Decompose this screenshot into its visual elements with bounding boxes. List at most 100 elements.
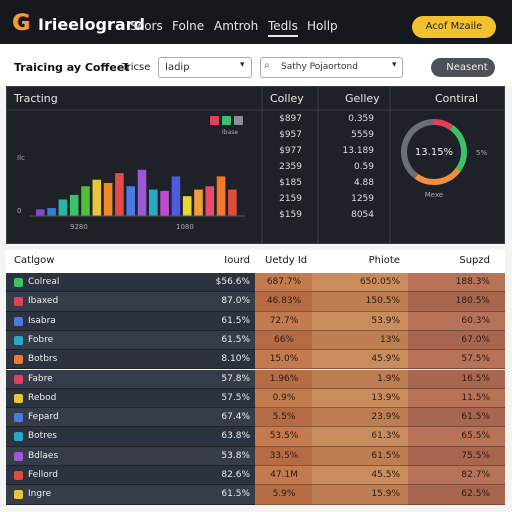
- table-cell: 53.8%: [221, 450, 250, 461]
- table-header-cell: Uetdy Id: [265, 255, 308, 266]
- table-cell-bg: [255, 350, 312, 370]
- table-cell: 53.9%: [371, 315, 400, 326]
- table-cell: 82.6%: [221, 470, 250, 480]
- table-cell: 150.5%: [365, 296, 400, 307]
- table-cell-bg: [312, 446, 408, 466]
- table-cell: 46.83%: [266, 296, 302, 307]
- table-cell-bg: [312, 466, 408, 486]
- table-cell: 1.9%: [377, 373, 400, 384]
- row-icon: [14, 393, 23, 403]
- row-icon: [14, 490, 23, 500]
- dropdown-caret: ▾: [240, 60, 245, 70]
- table-cell: 61.5%: [461, 412, 490, 423]
- table-cell-bg: [408, 427, 505, 447]
- row-icon: [14, 374, 23, 384]
- row-name: Fepard: [28, 412, 59, 423]
- row-name: Ibaxed: [28, 296, 59, 307]
- table-cell: 1.96%: [269, 373, 299, 384]
- filter-label: Tricse: [122, 62, 151, 73]
- row-icon: [14, 355, 23, 365]
- table-cell-bg: [255, 446, 312, 466]
- table-cell: 72.7%: [269, 315, 299, 326]
- row-icon: [14, 316, 23, 326]
- table-cell: 82.7%: [461, 470, 490, 480]
- row-icon: [14, 471, 23, 480]
- table-cell: 13%: [379, 334, 400, 345]
- table-cell: 8.10%: [221, 354, 250, 365]
- table-cell: 87.0%: [221, 296, 250, 307]
- table-cell: 61.5%: [221, 489, 250, 500]
- table-cell-bg: [255, 330, 312, 351]
- table-cell: 65.5%: [461, 431, 490, 442]
- table-cell-bg: [408, 350, 505, 370]
- nav-item[interactable]: Scors: [130, 19, 163, 33]
- row-name: Bdlaes: [28, 450, 59, 461]
- table-cell: 61.5%: [221, 315, 250, 326]
- table-cell: 0.9%: [272, 392, 296, 403]
- search-icon: ⌕: [264, 60, 270, 71]
- table-row: [6, 466, 255, 486]
- table-cell-bg: [312, 408, 408, 428]
- table-cell-bg: [312, 388, 408, 409]
- table-row: [6, 273, 255, 293]
- table-cell: 45.5%: [371, 470, 400, 480]
- table-cell: 45.9%: [371, 354, 400, 365]
- table-cell-bg: [255, 466, 312, 486]
- nav-item[interactable]: Folne: [172, 19, 205, 33]
- table-cell: 5.9%: [272, 489, 296, 500]
- table-row: [6, 427, 255, 447]
- table-cell: 75.5%: [461, 450, 490, 461]
- nav-item[interactable]: Hollp: [307, 19, 338, 33]
- table-row: [6, 350, 255, 370]
- table-cell: 16.5%: [461, 373, 490, 384]
- nav-item[interactable]: Amtroh: [214, 19, 259, 33]
- table-cell: 67.0%: [461, 334, 490, 345]
- table-cell-bg: [312, 330, 408, 351]
- table-cell: 23.9%: [371, 412, 400, 423]
- dropdown[interactable]: Iadip: [158, 57, 252, 78]
- table-cell-bg: [408, 388, 505, 409]
- table-cell: 188.3%: [455, 277, 490, 287]
- table-cell-bg: [255, 369, 312, 389]
- row-icon: [14, 413, 23, 423]
- toolbar-button[interactable]: Neasent: [431, 58, 495, 77]
- row-icon: [14, 297, 23, 307]
- row-icon: [14, 278, 23, 287]
- table-header: [6, 250, 505, 273]
- table-cell: 687.7%: [266, 277, 302, 287]
- table-cell-bg: [255, 273, 312, 293]
- table-header-cell: Catlgow: [14, 255, 55, 266]
- header-button[interactable]: Acof Mzaile: [412, 16, 496, 38]
- table-cell: 11.5%: [461, 392, 490, 403]
- row-icon: [14, 432, 23, 442]
- search-box[interactable]: Sathy Pojaortond: [260, 57, 403, 78]
- app-title: Irieelogrard: [38, 15, 145, 34]
- table-cell-bg: [312, 350, 408, 370]
- search-caret: ▾: [392, 60, 397, 70]
- row-name: Fellord: [28, 470, 58, 480]
- table-cell-bg: [408, 311, 505, 331]
- nav-item[interactable]: Tedls: [268, 19, 298, 37]
- table-cell: $56.6%: [215, 277, 250, 287]
- row-icon: [14, 335, 23, 345]
- table-header-cell: Phiote: [368, 255, 400, 266]
- table-row: [6, 485, 255, 505]
- table-cell-bg: [255, 292, 312, 312]
- table-cell: 57.5%: [461, 354, 490, 365]
- toolbar-label: Traicing ay Coffeet: [14, 61, 130, 74]
- row-name: Rebod: [28, 392, 57, 403]
- row-name: Ingre: [28, 489, 52, 500]
- row-name: Fobre: [28, 334, 54, 345]
- table-cell: 61.5%: [371, 450, 400, 461]
- table-cell: 180.5%: [455, 296, 490, 307]
- panel: [6, 86, 505, 244]
- table-cell: 57.8%: [221, 373, 250, 384]
- table-cell: 15.9%: [371, 489, 400, 500]
- table-cell-bg: [408, 292, 505, 312]
- table-cell: 53.5%: [269, 431, 299, 442]
- table-cell: 66%: [273, 334, 294, 345]
- table-row: [6, 292, 255, 312]
- logo: G: [12, 11, 31, 36]
- row-name: Botres: [28, 431, 57, 442]
